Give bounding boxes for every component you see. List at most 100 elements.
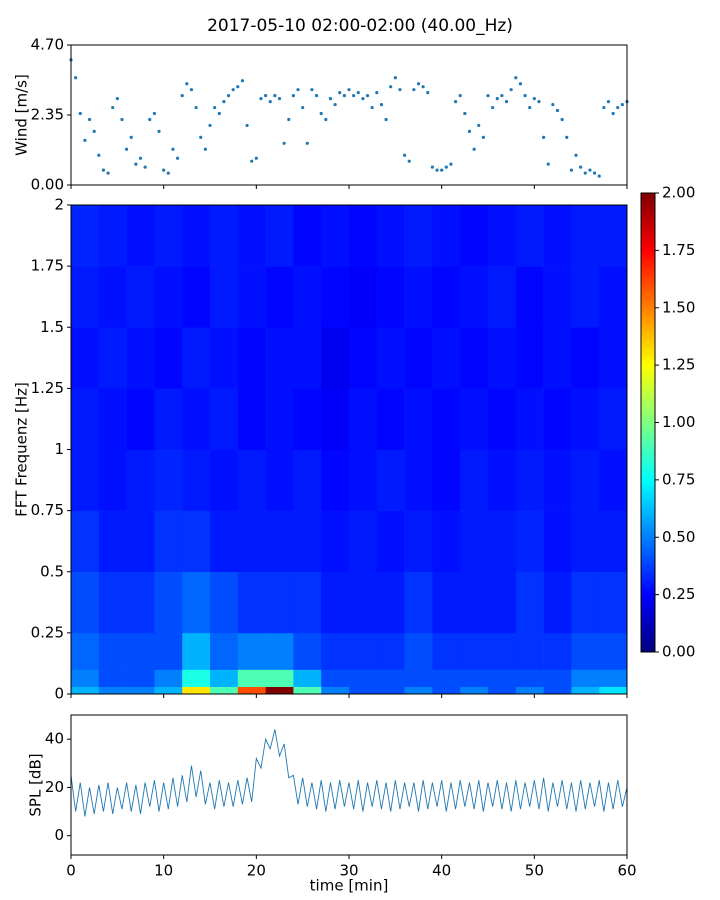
spectrogram-cell (237, 327, 266, 389)
spectrogram-cell (210, 449, 239, 511)
y-tick-label: 0.25 (31, 623, 64, 641)
wind-point (412, 88, 416, 92)
wind-point (148, 117, 152, 122)
spectrogram-cell (293, 632, 322, 670)
spectrogram-cell (182, 388, 211, 450)
spectrogram-cell (293, 510, 322, 573)
spectrogram-cell (515, 686, 544, 695)
wind-point (606, 99, 611, 104)
spectrogram-cell (599, 266, 628, 328)
spectrogram-cell (237, 632, 266, 670)
spectrogram-cell (71, 632, 100, 670)
wind-point (361, 97, 365, 101)
wind-point (120, 117, 124, 122)
wind-point (389, 85, 393, 89)
spectrogram-cell (293, 327, 322, 389)
wind-point (365, 94, 370, 98)
spectrogram-cell (571, 388, 600, 450)
spectrogram-cell (599, 571, 628, 634)
wind-point (375, 91, 379, 95)
wind-point (310, 88, 314, 92)
spectrogram-cell (404, 388, 433, 450)
spectrogram-cell (126, 327, 155, 389)
x-tick-label: 10 (154, 862, 173, 880)
spectrogram-cell (182, 571, 211, 634)
wind-point (129, 135, 133, 139)
y-tick-label: 0 (54, 826, 64, 844)
wind-point (491, 105, 495, 110)
spectrogram-cell (432, 510, 461, 573)
y-tick-label: 4.70 (31, 36, 64, 54)
wind-point (477, 123, 481, 128)
spectrogram-cell (515, 510, 544, 573)
spectrogram-cell (182, 669, 211, 687)
spectrogram-cell (71, 388, 100, 450)
colorbar-tick-label: 0.50 (662, 528, 695, 546)
wind-point (449, 162, 453, 166)
spectrogram-cell (210, 510, 239, 573)
wind-point (537, 99, 541, 104)
spectrogram-cell (404, 510, 433, 573)
y-tick-label: 1.25 (31, 379, 64, 397)
spectrogram-cell (321, 266, 350, 328)
spectrogram-cell (126, 686, 155, 695)
spectrogram-cell (543, 686, 572, 695)
spectrogram-cell (349, 327, 378, 389)
spectrogram-cell (515, 632, 544, 670)
wind-point (342, 94, 346, 98)
spectrogram-cell (432, 669, 461, 687)
spectrogram-cell (71, 449, 100, 511)
wind-point (203, 147, 207, 151)
spectrogram-cell (265, 510, 294, 573)
wind-point (588, 168, 592, 172)
wind-point (314, 94, 319, 98)
spectrogram-cell (376, 388, 405, 450)
colorbar-tick-label: 0.75 (662, 470, 695, 488)
wind-point (74, 76, 78, 80)
wind-point (458, 94, 462, 98)
wind-point (514, 76, 518, 80)
wind-point (171, 147, 175, 151)
wind-point (259, 97, 263, 101)
spectrogram-cell (210, 388, 239, 450)
spectrogram-cell (349, 571, 378, 634)
wind-point (319, 111, 323, 116)
spectrogram-cell (210, 266, 239, 328)
spectrogram-cell (460, 205, 489, 267)
wind-point (78, 111, 82, 116)
spectrogram-cell (432, 571, 461, 634)
y-tick-label: 2.35 (31, 106, 64, 124)
wind-point (500, 94, 504, 98)
wind-point (208, 123, 212, 128)
wind-point (347, 88, 351, 92)
spectrogram-cell (599, 205, 628, 267)
spectrogram-cell (432, 266, 461, 328)
wind-point (542, 135, 546, 139)
wind-point (231, 88, 235, 92)
wind-point (602, 105, 606, 110)
spectrogram-cell (376, 327, 405, 389)
spectrogram-cell (543, 266, 572, 328)
y-tick-label: 0.00 (31, 176, 64, 194)
spectrogram-cell (543, 327, 572, 389)
wind-point (611, 111, 615, 116)
wind-point (555, 108, 560, 113)
wind-point (574, 153, 578, 157)
spectrogram-cell (126, 571, 155, 634)
wind-point (277, 97, 282, 101)
wind-point (250, 159, 254, 163)
spectrogram-cell (98, 205, 127, 267)
spectrogram-cell (237, 388, 266, 450)
y-tick-label: 20 (45, 778, 64, 796)
wind-point (444, 165, 448, 169)
spectrogram-cell (293, 571, 322, 634)
spectrogram-cell (571, 632, 600, 670)
y-tick-label: 0 (54, 685, 64, 703)
wind-point (546, 162, 550, 166)
spectrogram-cell (404, 205, 433, 267)
spectrogram-cell (182, 632, 211, 670)
spectrogram-cell (210, 686, 239, 695)
spectrogram-cell (265, 632, 294, 670)
spectrogram-cell (265, 205, 294, 267)
spectrogram-cell (154, 686, 183, 695)
